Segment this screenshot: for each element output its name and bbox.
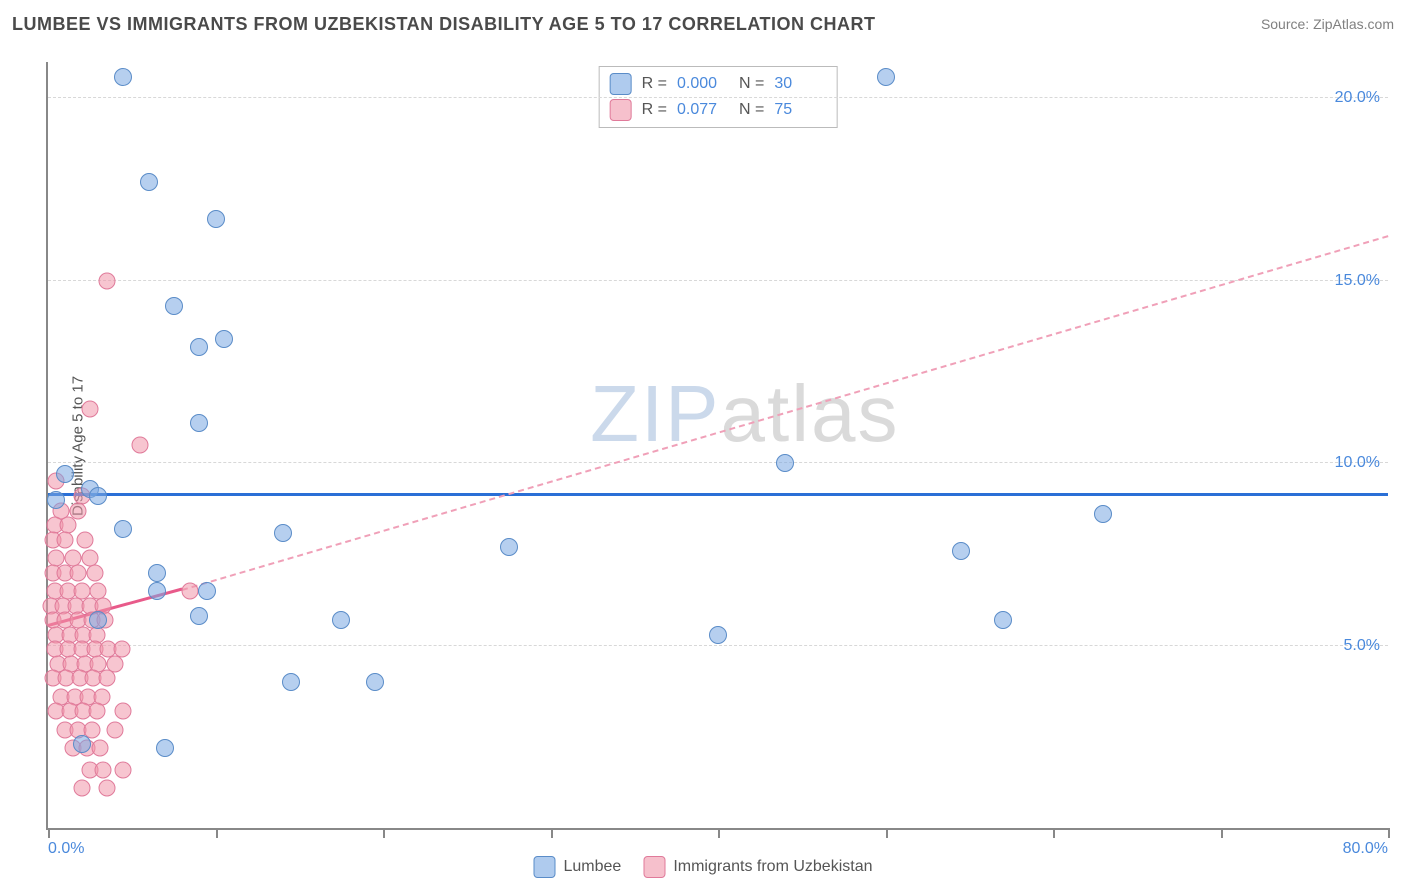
data-point-lumbee bbox=[148, 564, 166, 582]
data-point-uzbekistan bbox=[91, 739, 108, 756]
data-point-uzbekistan bbox=[98, 272, 115, 289]
data-point-lumbee bbox=[198, 582, 216, 600]
data-point-lumbee bbox=[156, 739, 174, 757]
data-point-lumbee bbox=[332, 611, 350, 629]
data-point-uzbekistan bbox=[88, 703, 105, 720]
data-point-lumbee bbox=[114, 68, 132, 86]
n-label: N = bbox=[739, 101, 764, 119]
data-point-uzbekistan bbox=[81, 400, 98, 417]
data-point-lumbee bbox=[148, 582, 166, 600]
data-point-lumbee bbox=[877, 68, 895, 86]
gridline-h bbox=[48, 462, 1388, 463]
data-point-uzbekistan bbox=[98, 779, 115, 796]
data-point-uzbekistan bbox=[76, 531, 93, 548]
data-point-lumbee bbox=[190, 414, 208, 432]
legend-item-uzbekistan: Immigrants from Uzbekistan bbox=[643, 856, 872, 878]
gridline-h bbox=[48, 97, 1388, 98]
data-point-lumbee bbox=[207, 210, 225, 228]
scatter-chart: ZIPatlas R = 0.000 N = 30 R = 0.077 N = … bbox=[46, 62, 1388, 830]
x-tick-label-max: 80.0% bbox=[1343, 840, 1388, 858]
data-point-uzbekistan bbox=[115, 761, 132, 778]
chart-header: LUMBEE VS IMMIGRANTS FROM UZBEKISTAN DIS… bbox=[0, 0, 1406, 48]
y-tick-label: 5.0% bbox=[1344, 637, 1380, 655]
data-point-lumbee bbox=[215, 330, 233, 348]
x-tick bbox=[886, 828, 888, 838]
r-label: R = bbox=[642, 101, 667, 119]
data-point-uzbekistan bbox=[115, 703, 132, 720]
data-point-lumbee bbox=[190, 607, 208, 625]
swatch-pink bbox=[610, 99, 632, 121]
legend-label-uzbekistan: Immigrants from Uzbekistan bbox=[673, 858, 872, 876]
swatch-blue bbox=[610, 73, 632, 95]
data-point-lumbee bbox=[994, 611, 1012, 629]
data-point-lumbee bbox=[500, 538, 518, 556]
data-point-uzbekistan bbox=[182, 582, 199, 599]
data-point-uzbekistan bbox=[73, 779, 90, 796]
x-tick bbox=[1221, 828, 1223, 838]
data-point-uzbekistan bbox=[86, 564, 103, 581]
regression-line-lumbee bbox=[48, 493, 1388, 496]
y-tick-label: 20.0% bbox=[1335, 89, 1380, 107]
chart-source: Source: ZipAtlas.com bbox=[1261, 16, 1394, 32]
swatch-blue bbox=[534, 856, 556, 878]
series-legend: Lumbee Immigrants from Uzbekistan bbox=[534, 856, 873, 878]
data-point-lumbee bbox=[274, 524, 292, 542]
r-label: R = bbox=[642, 75, 667, 93]
x-tick bbox=[1388, 828, 1390, 838]
n-label: N = bbox=[739, 75, 764, 93]
data-point-lumbee bbox=[709, 626, 727, 644]
x-tick bbox=[718, 828, 720, 838]
data-point-uzbekistan bbox=[107, 721, 124, 738]
data-point-lumbee bbox=[140, 173, 158, 191]
data-point-lumbee bbox=[114, 520, 132, 538]
x-tick bbox=[48, 828, 50, 838]
x-tick-label-min: 0.0% bbox=[48, 840, 84, 858]
x-tick bbox=[216, 828, 218, 838]
data-point-lumbee bbox=[190, 338, 208, 356]
legend-item-lumbee: Lumbee bbox=[534, 856, 622, 878]
y-tick-label: 15.0% bbox=[1335, 272, 1380, 290]
data-point-lumbee bbox=[56, 465, 74, 483]
data-point-lumbee bbox=[282, 673, 300, 691]
legend-label-lumbee: Lumbee bbox=[564, 858, 622, 876]
data-point-lumbee bbox=[165, 297, 183, 315]
data-point-lumbee bbox=[366, 673, 384, 691]
r-value-uzbekistan: 0.077 bbox=[677, 101, 729, 119]
x-tick bbox=[551, 828, 553, 838]
data-point-uzbekistan bbox=[56, 531, 73, 548]
watermark-atlas: atlas bbox=[721, 369, 900, 458]
data-point-lumbee bbox=[952, 542, 970, 560]
regression-line-uzbekistan-dash bbox=[182, 235, 1389, 591]
chart-title: LUMBEE VS IMMIGRANTS FROM UZBEKISTAN DIS… bbox=[12, 14, 876, 35]
gridline-h bbox=[48, 280, 1388, 281]
data-point-lumbee bbox=[89, 611, 107, 629]
data-point-lumbee bbox=[776, 454, 794, 472]
data-point-uzbekistan bbox=[70, 564, 87, 581]
gridline-h bbox=[48, 645, 1388, 646]
y-tick-label: 10.0% bbox=[1335, 454, 1380, 472]
r-value-lumbee: 0.000 bbox=[677, 75, 729, 93]
watermark: ZIPatlas bbox=[590, 368, 899, 460]
legend-row-uzbekistan: R = 0.077 N = 75 bbox=[606, 97, 831, 123]
data-point-uzbekistan bbox=[70, 502, 87, 519]
n-value-lumbee: 30 bbox=[774, 75, 826, 93]
data-point-lumbee bbox=[1094, 505, 1112, 523]
data-point-lumbee bbox=[73, 735, 91, 753]
data-point-uzbekistan bbox=[95, 761, 112, 778]
data-point-lumbee bbox=[89, 487, 107, 505]
x-tick bbox=[383, 828, 385, 838]
x-tick bbox=[1053, 828, 1055, 838]
data-point-uzbekistan bbox=[132, 437, 149, 454]
n-value-uzbekistan: 75 bbox=[774, 101, 826, 119]
watermark-zip: ZIP bbox=[590, 369, 720, 458]
legend-row-lumbee: R = 0.000 N = 30 bbox=[606, 71, 831, 97]
data-point-uzbekistan bbox=[98, 670, 115, 687]
swatch-pink bbox=[643, 856, 665, 878]
data-point-lumbee bbox=[47, 491, 65, 509]
